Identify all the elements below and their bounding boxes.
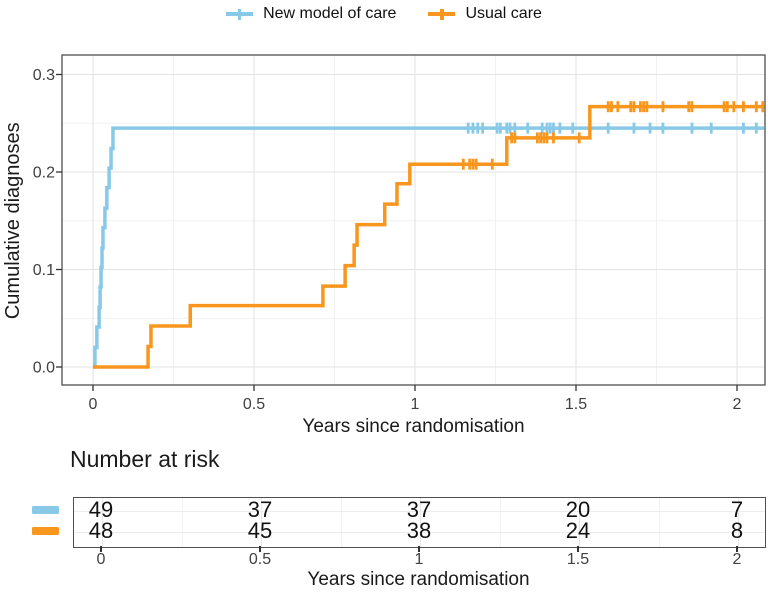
risk-grid-major xyxy=(579,498,580,547)
risk-value-usual-care: 24 xyxy=(565,518,591,543)
x-tick-label: 2 xyxy=(733,396,742,413)
risk-axis-title: Years since randomisation xyxy=(307,569,530,590)
censor-plus-icon xyxy=(226,7,254,21)
risk-grid-major xyxy=(420,498,421,547)
risk-grid-major xyxy=(261,498,262,547)
panel-border xyxy=(61,54,766,386)
y-tick-label: 0.1 xyxy=(33,262,55,279)
legend-item-usual-care: Usual care xyxy=(428,5,542,23)
x-tick-label: 1 xyxy=(411,396,420,413)
km-curve-usual-care xyxy=(93,104,765,369)
risk-value-usual-care: 8 xyxy=(730,518,744,543)
risk-axis-tick xyxy=(100,546,102,552)
legend-label-new-model-of-care: New model of care xyxy=(263,5,397,22)
risk-value-new-model-of-care: 37 xyxy=(247,497,273,522)
y-tick-label: 0.0 xyxy=(33,360,55,377)
risk-value-new-model-of-care: 49 xyxy=(88,497,114,522)
risk-value-new-model-of-care: 37 xyxy=(406,497,432,522)
risk-tick-label: 1 xyxy=(414,551,424,568)
risk-axis-tick xyxy=(259,546,261,552)
y-axis-title: Cumulative diagnoses xyxy=(2,122,24,319)
risk-value-usual-care: 38 xyxy=(406,518,432,543)
risk-grid-major xyxy=(738,498,739,547)
risk-grid-row xyxy=(74,532,765,533)
y-tick-label: 0.3 xyxy=(33,67,55,84)
risk-value-new-model-of-care: 7 xyxy=(730,497,744,522)
risk-tick-label: 2 xyxy=(732,551,742,568)
risk-tick-label: 1.5 xyxy=(566,551,590,568)
risk-grid-row xyxy=(74,511,765,512)
censor-plus-icon xyxy=(428,7,456,21)
risk-row-swatch-usual-care xyxy=(32,527,59,535)
risk-axis-tick xyxy=(577,546,579,552)
risk-value-usual-care: 48 xyxy=(88,518,114,543)
risk-grid-minor xyxy=(499,498,501,547)
x-axis-title: Years since randomisation xyxy=(302,416,524,437)
risk-grid-minor xyxy=(340,498,342,547)
legend-label-usual-care: Usual care xyxy=(465,5,542,22)
x-tick-label: 0 xyxy=(89,396,98,413)
risk-grid-major xyxy=(102,498,103,547)
risk-axis-tick xyxy=(736,546,738,552)
risk-table-title: Number at risk xyxy=(70,446,220,472)
risk-table-box xyxy=(73,497,766,548)
risk-row-swatch-new-model-of-care xyxy=(32,506,59,514)
number-at-risk-section: Number at risk Years since randomisation… xyxy=(0,440,768,599)
risk-tick-label: 0.5 xyxy=(248,551,272,568)
chart-legend: New model of care Usual care xyxy=(0,0,768,28)
km-curve-new-model-of-care xyxy=(93,126,765,369)
risk-tick-label: 0 xyxy=(96,551,106,568)
y-tick-label: 0.2 xyxy=(33,165,55,182)
risk-grid-minor xyxy=(181,498,183,547)
x-tick-label: 1.5 xyxy=(565,396,587,413)
legend-item-new-model-of-care: New model of care xyxy=(226,5,396,23)
x-tick-label: 0.5 xyxy=(243,396,265,413)
risk-value-usual-care: 45 xyxy=(247,518,273,543)
risk-value-new-model-of-care: 20 xyxy=(565,497,591,522)
km-cumulative-incidence-chart: 0 0.5 1 1.5 2 0.0 0.1 0.2 0.3 Years since randomi… xyxy=(2,54,766,437)
risk-grid-minor xyxy=(658,498,660,547)
risk-axis-tick xyxy=(418,546,420,552)
